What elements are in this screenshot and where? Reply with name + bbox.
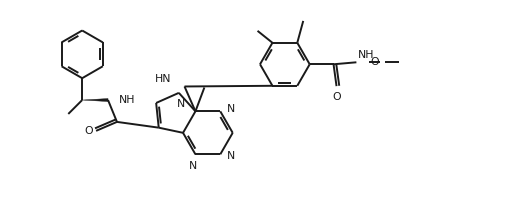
Polygon shape (82, 99, 108, 102)
Text: NH: NH (119, 95, 135, 105)
Text: O: O (370, 57, 379, 67)
Text: N: N (227, 151, 236, 161)
Text: N: N (189, 161, 198, 171)
Text: O: O (85, 126, 93, 136)
Text: N: N (227, 104, 236, 114)
Text: O: O (332, 92, 341, 102)
Text: HN: HN (155, 73, 172, 83)
Text: N: N (177, 99, 185, 109)
Text: NH: NH (357, 50, 374, 60)
